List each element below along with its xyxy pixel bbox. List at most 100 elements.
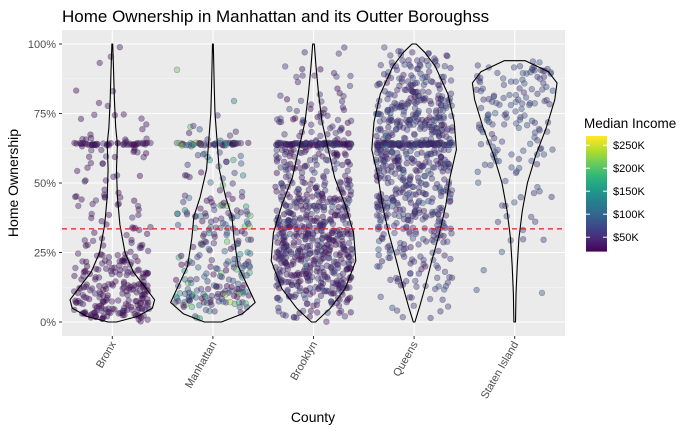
data-point [286, 152, 293, 160]
data-point [100, 313, 108, 320]
data-point [103, 297, 110, 304]
data-point [318, 256, 325, 263]
data-point [327, 298, 335, 305]
data-point [273, 169, 280, 177]
data-point [121, 258, 128, 265]
data-point [344, 265, 351, 272]
data-point [392, 190, 400, 198]
data-point [390, 141, 398, 149]
data-point [374, 193, 381, 200]
data-point [444, 52, 451, 60]
data-point [407, 270, 414, 277]
data-point [286, 193, 293, 201]
data-point [480, 96, 487, 103]
data-point [300, 141, 307, 148]
data-point [123, 306, 131, 314]
data-point [200, 299, 208, 306]
data-point [331, 237, 338, 245]
data-point [428, 78, 435, 85]
data-point [508, 151, 515, 158]
data-point [81, 178, 88, 185]
data-point [337, 141, 344, 148]
data-point [432, 124, 439, 132]
data-point [446, 135, 453, 143]
data-point [338, 124, 345, 132]
data-point [78, 276, 85, 283]
data-point [81, 267, 89, 275]
data-point [381, 139, 389, 146]
data-point [293, 314, 300, 321]
data-point [334, 135, 341, 143]
data-point [284, 242, 291, 250]
data-point [533, 161, 541, 168]
data-point [234, 289, 241, 296]
data-point [391, 92, 398, 99]
data-point [202, 238, 210, 246]
data-point [307, 264, 314, 271]
data-point [432, 141, 440, 148]
data-point [280, 218, 288, 226]
data-point [516, 116, 524, 123]
data-point [291, 233, 298, 240]
data-point [395, 142, 402, 149]
data-point [433, 180, 441, 188]
data-point [316, 140, 323, 147]
data-point [400, 167, 407, 174]
data-point [437, 160, 444, 167]
data-point [293, 199, 301, 206]
data-point [185, 294, 193, 301]
data-point [401, 61, 408, 68]
data-point [304, 231, 311, 238]
legend-tick-label: $50K [613, 232, 639, 244]
data-point [396, 75, 403, 82]
data-point [212, 216, 219, 224]
data-point [230, 139, 237, 147]
data-point [390, 196, 397, 204]
data-point [375, 237, 383, 245]
data-point [429, 236, 436, 244]
data-point [397, 118, 404, 125]
data-point [338, 98, 346, 105]
data-point [377, 216, 384, 224]
data-point [329, 142, 337, 149]
data-point [136, 305, 143, 312]
data-point [224, 258, 232, 265]
data-point [393, 118, 401, 126]
colorbar-segment [586, 143, 607, 147]
data-point [414, 109, 422, 117]
data-point [386, 141, 394, 149]
data-point [120, 141, 128, 148]
data-point [219, 202, 227, 209]
data-point [385, 124, 392, 131]
data-point [344, 167, 351, 175]
data-point [289, 272, 296, 280]
data-point [320, 255, 327, 262]
data-point [322, 218, 329, 225]
data-point [448, 274, 456, 281]
data-point [133, 298, 140, 305]
data-point [278, 180, 285, 187]
data-point [294, 282, 301, 289]
colorbar-segment [586, 228, 607, 231]
data-point [244, 249, 251, 256]
data-point [496, 101, 503, 108]
data-point [343, 299, 350, 306]
data-point [185, 194, 193, 202]
data-point [307, 215, 314, 223]
data-point [428, 140, 436, 148]
data-point [293, 275, 300, 282]
data-point [426, 295, 434, 303]
colorbar-segment [586, 216, 607, 220]
data-point [412, 93, 419, 101]
data-point [101, 282, 109, 290]
data-point [420, 207, 428, 215]
data-point [315, 275, 322, 282]
data-point [322, 288, 329, 295]
data-point [412, 203, 419, 210]
data-point [100, 298, 108, 305]
data-point [307, 101, 315, 108]
data-point [295, 194, 302, 201]
data-point [343, 251, 350, 258]
data-point [399, 188, 407, 196]
data-point [382, 162, 389, 169]
